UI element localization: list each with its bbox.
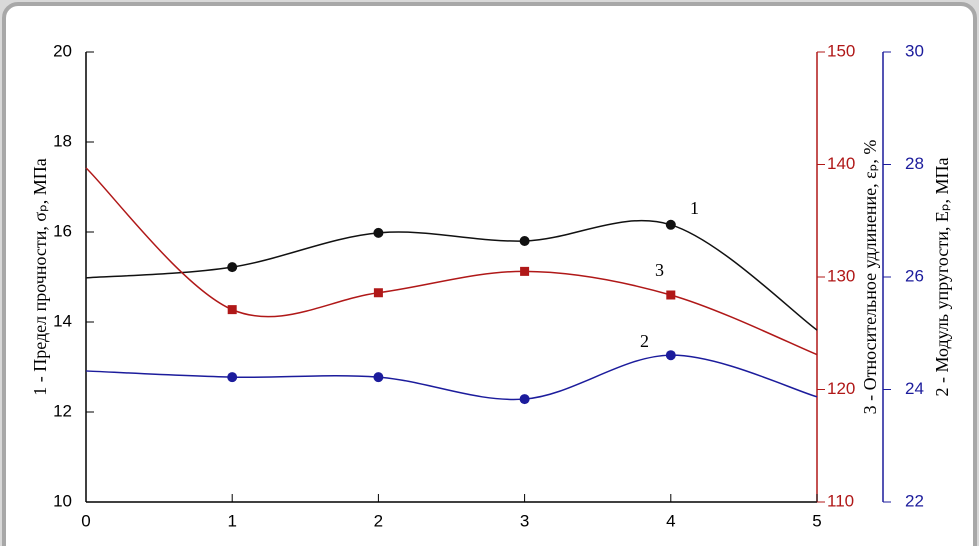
y2-tick-label: 110 bbox=[827, 491, 854, 510]
y-axis-title: 1 - Предел прочности, σₚ, МПа bbox=[30, 158, 50, 396]
marker bbox=[519, 394, 530, 405]
x-tick-label: 2 bbox=[374, 511, 383, 530]
y3-tick-label: 26 bbox=[905, 266, 924, 285]
series-label: 1 bbox=[690, 198, 699, 218]
series-label: 3 bbox=[655, 260, 664, 280]
y3-tick-label: 30 bbox=[905, 41, 924, 60]
y3-tick-label: 28 bbox=[905, 154, 924, 173]
series-line bbox=[85, 219, 818, 331]
marker bbox=[665, 350, 676, 361]
series-line bbox=[85, 167, 818, 356]
series-label: 2 bbox=[640, 331, 649, 351]
y2-tick-label: 150 bbox=[827, 41, 855, 60]
y-tick-label: 12 bbox=[53, 401, 72, 420]
y-tick-label: 16 bbox=[53, 221, 72, 240]
y3-tick-label: 22 bbox=[905, 491, 924, 510]
marker bbox=[665, 219, 676, 230]
y-tick-label: 20 bbox=[53, 41, 72, 60]
marker bbox=[520, 266, 530, 276]
marker bbox=[373, 227, 384, 238]
y2-tick-label: 130 bbox=[827, 266, 855, 285]
y-tick-label: 18 bbox=[53, 131, 72, 150]
series-line bbox=[85, 354, 818, 401]
y2-tick-label: 140 bbox=[827, 154, 855, 173]
y-tick-label: 10 bbox=[53, 491, 72, 510]
marker bbox=[227, 372, 238, 383]
x-tick-label: 3 bbox=[520, 511, 529, 530]
marker bbox=[373, 288, 383, 298]
marker bbox=[227, 262, 238, 273]
y3-tick-label: 24 bbox=[905, 379, 924, 398]
x-tick-label: 4 bbox=[666, 511, 675, 530]
marker bbox=[373, 372, 384, 383]
y3-axis-title: 2 - Модуль упругости, Eₚ, МПа bbox=[932, 157, 952, 396]
y2-tick-label: 120 bbox=[827, 379, 855, 398]
y2-axis-title: 3 - Относительное удлинение, εₚ, % bbox=[860, 140, 880, 415]
y-tick-label: 14 bbox=[53, 311, 72, 330]
x-tick-label: 0 bbox=[81, 511, 90, 530]
marker bbox=[666, 290, 676, 300]
marker bbox=[227, 305, 237, 315]
x-tick-label: 1 bbox=[227, 511, 236, 530]
x-tick-label: 5 bbox=[812, 511, 821, 530]
marker bbox=[519, 236, 530, 246]
